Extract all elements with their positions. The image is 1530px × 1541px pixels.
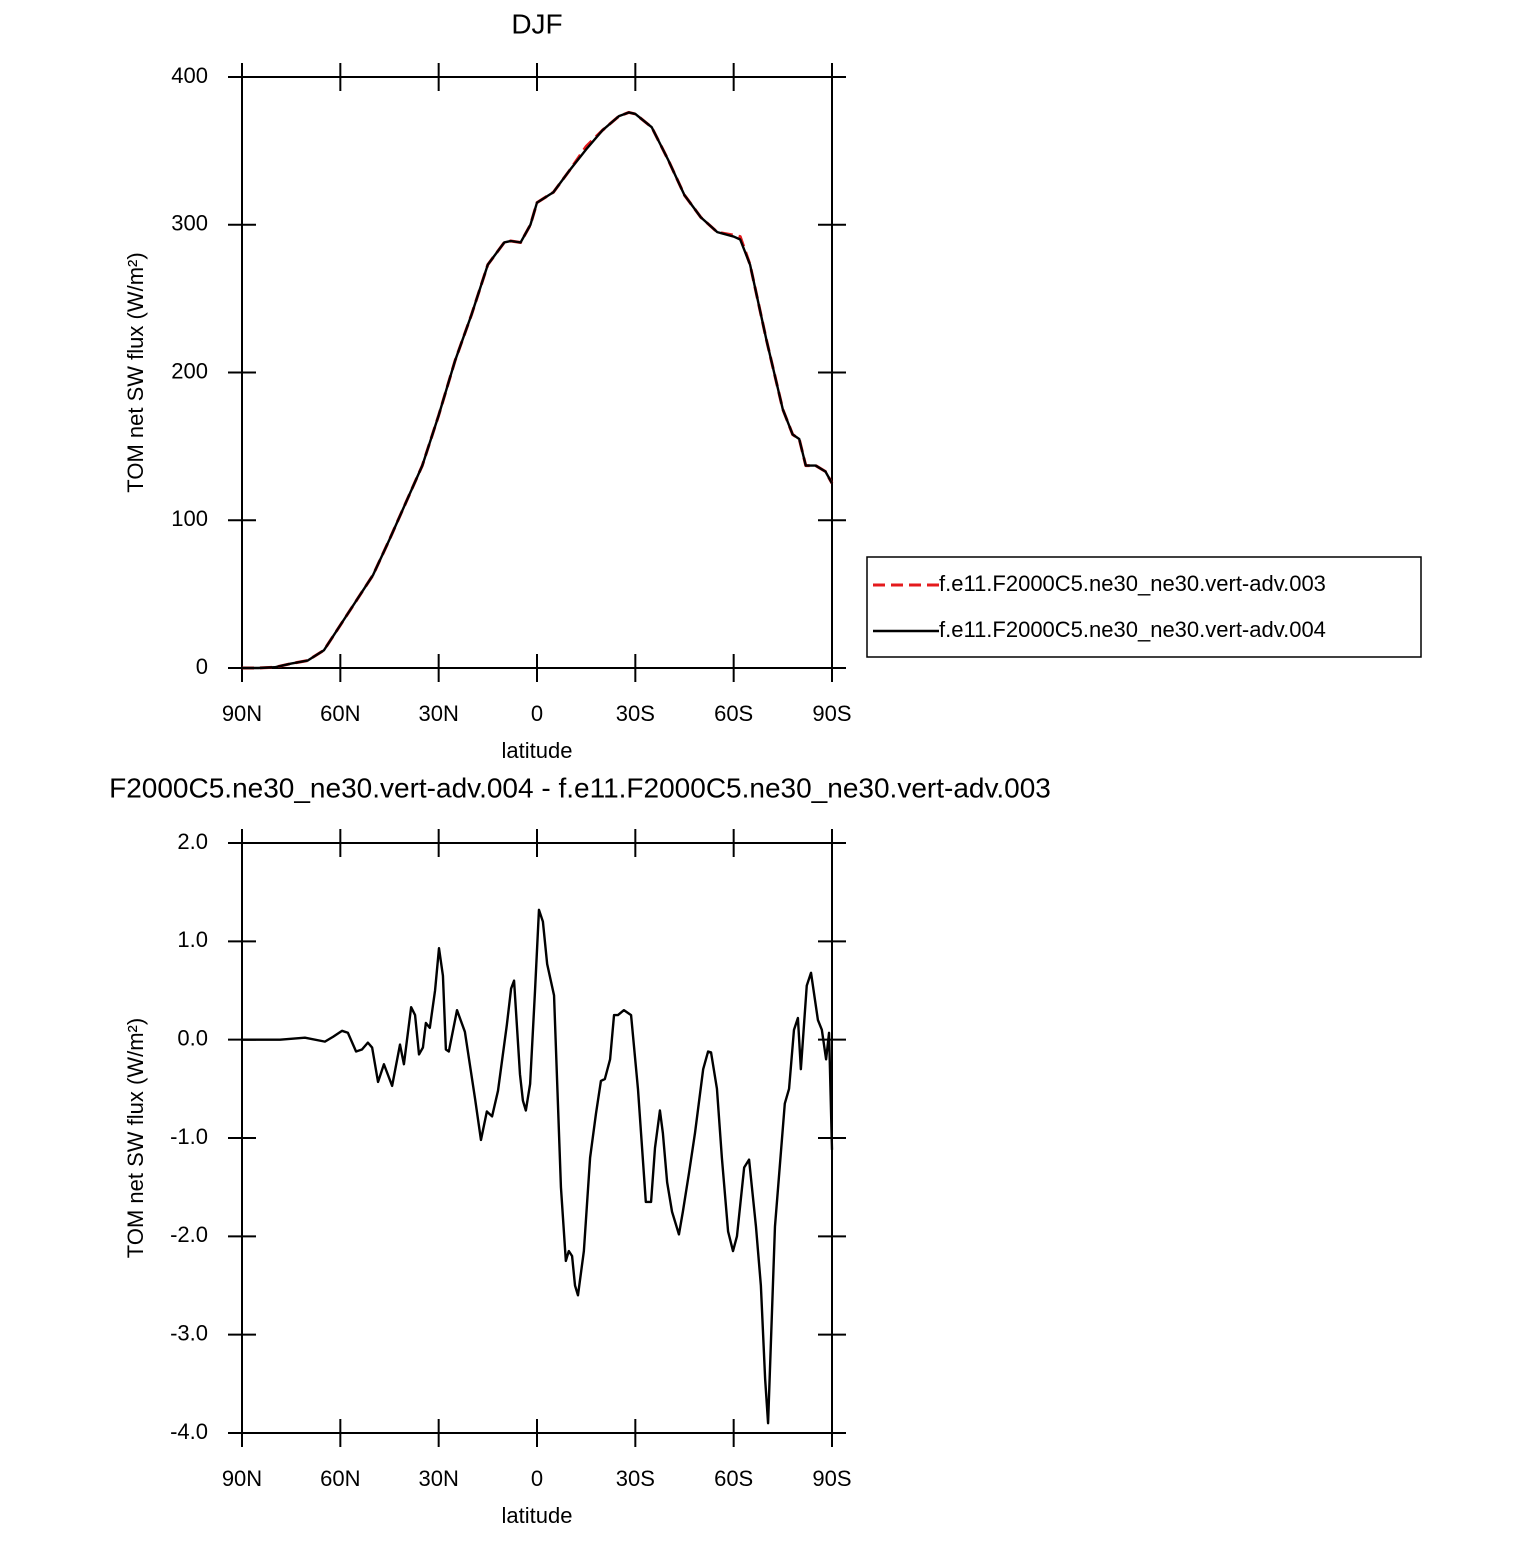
y-tick-label: 0.0 — [177, 1025, 208, 1050]
x-axis-label: latitude — [502, 738, 573, 763]
x-tick-label: 30N — [418, 1466, 458, 1491]
x-tick-label: 0 — [531, 701, 543, 726]
x-tick-label: 0 — [531, 1466, 543, 1491]
x-tick-label: 60N — [320, 1466, 360, 1491]
x-tick-label: 60S — [714, 1466, 753, 1491]
x-axis-label: latitude — [502, 1503, 573, 1528]
y-axis-label: TOM net SW flux (W/m²) — [123, 1018, 148, 1258]
y-tick-label: 400 — [171, 63, 208, 88]
data-line — [242, 111, 834, 670]
y-tick-label: -2.0 — [170, 1222, 208, 1247]
legend-box — [866, 556, 1422, 658]
x-tick-label: 90N — [222, 1466, 262, 1491]
y-tick-label: 0 — [196, 654, 208, 679]
y-tick-label: -3.0 — [170, 1320, 208, 1345]
y-tick-label: 1.0 — [177, 927, 208, 952]
x-tick-label: 30S — [616, 1466, 655, 1491]
x-tick-label: 60S — [714, 701, 753, 726]
y-tick-label: -1.0 — [170, 1124, 208, 1149]
legend-label: f.e11.F2000C5.ne30_ne30.vert-adv.004 — [939, 617, 1326, 642]
y-tick-label: 300 — [171, 211, 208, 236]
x-tick-label: 90N — [222, 701, 262, 726]
chart-title: F2000C5.ne30_ne30.vert-adv.004 - f.e11.F… — [109, 772, 1051, 803]
data-line — [242, 908, 834, 1425]
x-tick-label: 60N — [320, 701, 360, 726]
chart-title: DJF — [511, 8, 562, 39]
y-axis-label: TOM net SW flux (W/m²) — [123, 252, 148, 492]
legend-label: f.e11.F2000C5.ne30_ne30.vert-adv.003 — [939, 571, 1326, 596]
x-tick-label: 90S — [812, 701, 851, 726]
data-line — [242, 110, 834, 670]
y-tick-label: 100 — [171, 506, 208, 531]
x-tick-label: 30N — [418, 701, 458, 726]
plot-frame — [241, 76, 833, 669]
y-tick-label: -4.0 — [170, 1419, 208, 1444]
x-tick-label: 90S — [812, 1466, 851, 1491]
x-tick-label: 30S — [616, 701, 655, 726]
y-tick-label: 200 — [171, 358, 208, 383]
y-tick-label: 2.0 — [177, 829, 208, 854]
